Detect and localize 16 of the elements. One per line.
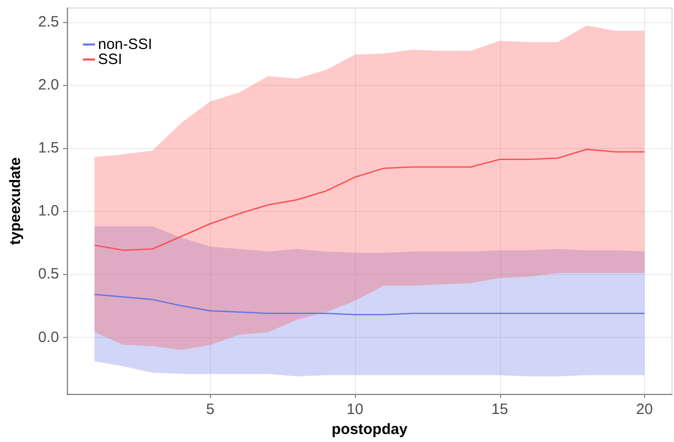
legend-label: SSI <box>98 51 122 68</box>
y-tick-label: 1.0 <box>38 202 59 220</box>
y-tick-label: 2.5 <box>38 13 59 30</box>
x-tick-label: 20 <box>636 401 653 418</box>
x-tick-label: 15 <box>491 401 508 418</box>
line-series <box>94 148 646 251</box>
x-tick-label: 5 <box>206 401 214 418</box>
y-tick-label: 0.5 <box>38 266 59 283</box>
line-series <box>94 294 646 316</box>
y-tick-label: 0.0 <box>38 328 59 346</box>
y-axis-title: typeexudate <box>7 157 24 245</box>
legend-label: non-SSI <box>98 36 152 53</box>
x-axis-title: postopday <box>332 421 408 438</box>
y-tick-label: 2.0 <box>38 76 59 94</box>
x-tick-label: 10 <box>346 401 364 418</box>
y-tick-label: 1.5 <box>38 140 59 157</box>
